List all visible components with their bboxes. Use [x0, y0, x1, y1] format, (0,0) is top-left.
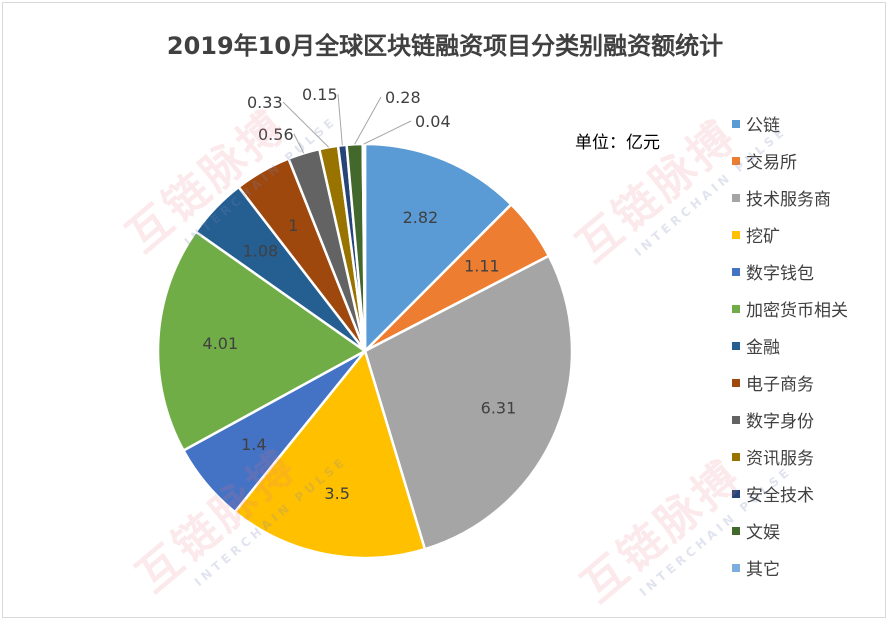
legend-label: 电子商务: [746, 375, 814, 395]
unit-label: 单位：亿元: [575, 133, 660, 153]
legend: 公链交易所技术服务商挖矿数字钱包加密货币相关 金融电子商务数字身份资讯服务安全技术…: [732, 105, 848, 586]
leader-line-9: [293, 133, 305, 154]
legend-label: 资讯服务: [746, 449, 814, 469]
legend-swatch: [732, 415, 740, 424]
legend-label: 公链: [746, 116, 780, 136]
legend-item: 公链: [732, 105, 848, 142]
leader-lines: [282, 93, 412, 154]
legend-label: 交易所: [746, 153, 797, 173]
legend-item: 挖矿: [732, 216, 848, 253]
leader-line-10: [282, 101, 329, 148]
leader-line-11: [337, 93, 343, 146]
legend-label: 技术服务商: [746, 190, 831, 210]
data-label-12: 0.28: [385, 88, 421, 107]
legend-label: 数字钱包: [746, 264, 814, 284]
legend-swatch: [732, 341, 740, 350]
legend-item: 电子商务: [732, 364, 848, 401]
legend-item: 技术服务商: [732, 179, 848, 216]
legend-swatch: [732, 304, 740, 313]
data-label-13: 0.04: [415, 112, 451, 131]
pie-slice-1: [363, 142, 513, 355]
data-label-1: 2.82: [403, 208, 439, 227]
legend-swatch: [732, 156, 740, 165]
data-label-9: 0.56: [258, 125, 294, 144]
legend-label: 安全技术: [746, 486, 814, 506]
legend-label: 数字身份: [746, 412, 814, 432]
legend-label: 挖矿: [746, 227, 780, 247]
data-label-10: 0.33: [247, 93, 283, 112]
chart-title: 2019年10月全球区块链融资项目分类别融资额统计: [166, 32, 724, 60]
leader-line-12: [354, 96, 382, 145]
data-label-11: 0.15: [302, 85, 338, 104]
legend-item: 交易所: [732, 142, 848, 179]
data-label-5: 1.4: [241, 435, 266, 454]
legend-item: 其它: [732, 549, 848, 586]
pie-slice-3: [363, 254, 574, 551]
legend-item: 文娱: [732, 512, 848, 549]
pie-slice-6: [156, 229, 368, 453]
legend-label: 文娱: [746, 523, 780, 543]
legend-swatch: [732, 267, 740, 276]
legend-swatch: [732, 119, 740, 128]
pie-slice-13: [361, 142, 367, 352]
data-label-7: 1.08: [243, 242, 279, 261]
legend-label: 其它: [746, 560, 780, 580]
legend-item: 资讯服务: [732, 438, 848, 475]
legend-item: 加密货币相关: [732, 290, 848, 327]
legend-swatch: [732, 378, 740, 387]
legend-swatch: [732, 452, 740, 461]
legend-item: 数字身份: [732, 401, 848, 438]
leader-line-13: [363, 120, 412, 145]
data-labels: 2.82 1.11 6.31 3.5 1.4 4.01 1.08 1 0.56 0.33 0.15 0…: [203, 85, 517, 503]
data-label-2: 1.11: [464, 256, 500, 275]
legend-swatch: [732, 230, 740, 239]
data-label-8: 1: [288, 216, 298, 235]
legend-swatch: [732, 193, 740, 202]
legend-label: 加密货币相关: [746, 301, 848, 321]
legend-label: 金融: [746, 338, 780, 358]
data-label-6: 4.01: [203, 334, 239, 353]
legend-swatch: [732, 526, 740, 535]
legend-item: 安全技术: [732, 475, 848, 512]
data-label-4: 3.5: [324, 484, 349, 503]
legend-swatch: [732, 489, 740, 498]
pie-slices: [156, 142, 574, 560]
data-label-3: 6.31: [481, 398, 517, 417]
pie-slice-4: [233, 348, 427, 560]
legend-item: 数字钱包: [732, 253, 848, 290]
legend-item: 金融: [732, 327, 848, 364]
legend-swatch: [732, 563, 740, 572]
